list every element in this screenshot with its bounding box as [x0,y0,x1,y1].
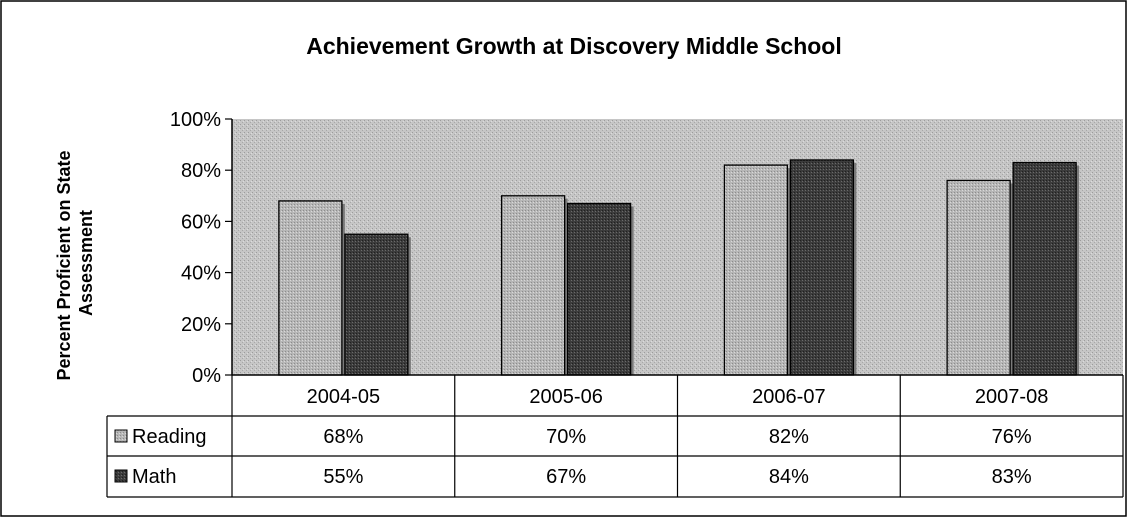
data-label-math: 83% [992,466,1032,488]
data-label-math: 67% [546,466,586,488]
data-label-reading: 70% [546,426,586,448]
data-label-reading: 76% [992,426,1032,448]
x-tick-label: 2005-06 [529,386,602,408]
data-label-math: 84% [769,466,809,488]
y-tick-label: 20% [181,314,221,336]
bar-math-2004-05 [344,233,409,376]
x-tick-label: 2007-08 [975,386,1048,408]
legend-swatch-reading [114,429,128,443]
y-axis-label: Percent Proficient on State Assessment [54,145,96,380]
data-table: 2004-05 2005-06 2006-07 2007-08 Reading 68% 70… [106,374,1124,498]
bars [278,159,1080,376]
data-label-reading: 82% [769,426,809,448]
y-tick-label: 60% [181,211,221,233]
x-tick-label: 2004-05 [307,386,380,408]
x-tick-label: 2006-07 [752,386,825,408]
y-tick-label: 40% [181,263,221,285]
y-tick-label: 100% [170,109,221,131]
y-tick-label: 0% [192,365,221,387]
bar-math-2007-08 [1012,161,1077,376]
legend-swatch-math [114,469,128,483]
data-label-math: 55% [323,466,363,488]
y-axis: 0% 20% 40% 60% 80% 100% [170,109,233,387]
bar-reading-2006-07 [723,164,789,376]
bar-math-2005-06 [566,202,632,376]
bar-reading-2004-05 [278,200,343,376]
data-label-reading: 68% [323,426,363,448]
legend-label-math: Math [132,466,176,488]
bar-math-2006-07 [789,159,855,376]
y-axis-label-line-1: Percent Proficient on State [54,150,74,380]
chart-title: Achievement Growth at Discovery Middle S… [306,33,842,59]
bar-reading-2005-06 [500,195,566,376]
legend-label-reading: Reading [132,426,207,448]
bar-reading-2007-08 [946,179,1011,376]
y-axis-label-line-2: Assessment [76,210,96,316]
y-tick-label: 80% [181,160,221,182]
